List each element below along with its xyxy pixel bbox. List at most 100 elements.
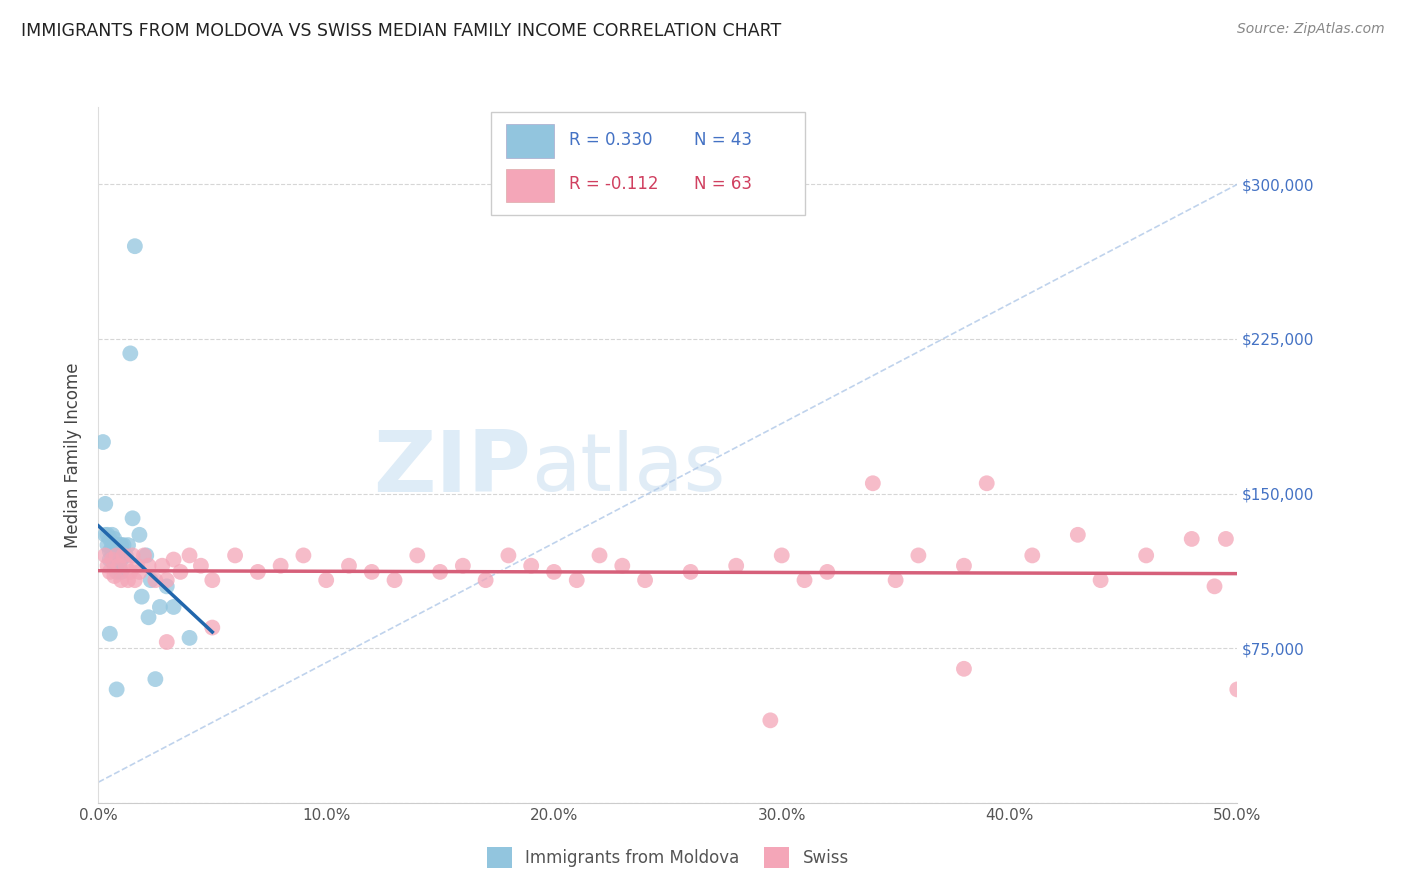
- Text: R = -0.112: R = -0.112: [569, 175, 658, 194]
- Point: [246, 565, 269, 579]
- Point: [105, 549, 128, 563]
- Point: [1215, 532, 1237, 546]
- Point: [976, 476, 998, 491]
- Point: [179, 631, 201, 645]
- Point: [770, 549, 793, 563]
- Point: [112, 549, 135, 563]
- Point: [108, 558, 131, 573]
- Point: [105, 565, 128, 579]
- Point: [135, 549, 157, 563]
- Point: [108, 549, 131, 563]
- Point: [98, 552, 121, 566]
- FancyBboxPatch shape: [506, 169, 554, 202]
- Point: [105, 538, 128, 552]
- Point: [117, 538, 139, 552]
- Point: [103, 532, 125, 546]
- Point: [360, 565, 382, 579]
- Point: [103, 558, 125, 573]
- Point: [98, 626, 121, 640]
- Point: [679, 565, 702, 579]
- Point: [128, 565, 150, 579]
- Point: [120, 346, 142, 360]
- Point: [384, 573, 406, 587]
- Point: [124, 239, 146, 253]
- Point: [132, 549, 155, 563]
- Legend: Immigrants from Moldova, Swiss: Immigrants from Moldova, Swiss: [479, 841, 856, 874]
- Point: [953, 662, 976, 676]
- Point: [179, 549, 201, 563]
- Point: [1204, 579, 1226, 593]
- Point: [105, 549, 128, 563]
- Point: [725, 558, 748, 573]
- Point: [101, 544, 124, 558]
- Point: [474, 573, 496, 587]
- Point: [793, 573, 815, 587]
- Text: IMMIGRANTS FROM MOLDOVA VS SWISS MEDIAN FAMILY INCOME CORRELATION CHART: IMMIGRANTS FROM MOLDOVA VS SWISS MEDIAN …: [21, 22, 782, 40]
- Point: [131, 590, 153, 604]
- Point: [862, 476, 884, 491]
- Point: [451, 558, 474, 573]
- Point: [145, 672, 167, 686]
- Text: N = 43: N = 43: [695, 131, 752, 149]
- Text: atlas: atlas: [531, 430, 725, 508]
- Point: [110, 573, 132, 587]
- Point: [103, 549, 125, 563]
- Point: [634, 573, 657, 587]
- Point: [101, 538, 124, 552]
- Point: [96, 558, 118, 573]
- Point: [105, 682, 128, 697]
- Point: [112, 549, 135, 563]
- Point: [110, 552, 132, 566]
- Point: [120, 565, 142, 579]
- Point: [156, 635, 179, 649]
- Point: [117, 573, 139, 587]
- Point: [953, 558, 976, 573]
- Point: [565, 573, 588, 587]
- Point: [127, 558, 149, 573]
- Point: [101, 552, 124, 566]
- Point: [406, 549, 429, 563]
- Point: [162, 599, 184, 614]
- Point: [105, 552, 128, 566]
- Point: [169, 565, 191, 579]
- Point: [292, 549, 315, 563]
- Point: [884, 573, 907, 587]
- Point: [190, 558, 212, 573]
- Point: [315, 573, 337, 587]
- Point: [543, 565, 565, 579]
- Point: [1181, 532, 1204, 546]
- Point: [149, 599, 172, 614]
- Point: [270, 558, 292, 573]
- Point: [112, 538, 135, 552]
- Point: [94, 528, 117, 542]
- Point: [98, 532, 121, 546]
- FancyBboxPatch shape: [506, 124, 554, 158]
- Point: [101, 528, 124, 542]
- Text: R = 0.330: R = 0.330: [569, 131, 652, 149]
- Point: [759, 714, 782, 728]
- Point: [91, 435, 114, 450]
- Point: [121, 549, 143, 563]
- Point: [520, 558, 543, 573]
- Point: [201, 621, 224, 635]
- Text: Source: ZipAtlas.com: Source: ZipAtlas.com: [1237, 22, 1385, 37]
- Point: [1135, 549, 1157, 563]
- Point: [110, 565, 132, 579]
- Point: [156, 579, 179, 593]
- Point: [1226, 682, 1249, 697]
- Point: [103, 569, 125, 583]
- Point: [114, 558, 136, 573]
- Point: [96, 538, 118, 552]
- Point: [110, 538, 132, 552]
- Point: [138, 558, 160, 573]
- FancyBboxPatch shape: [491, 112, 804, 215]
- Point: [98, 565, 121, 579]
- Point: [124, 573, 146, 587]
- Point: [224, 549, 246, 563]
- Point: [429, 565, 451, 579]
- Text: N = 63: N = 63: [695, 175, 752, 194]
- Point: [138, 610, 160, 624]
- Point: [1067, 528, 1090, 542]
- Point: [498, 549, 520, 563]
- Point: [1090, 573, 1112, 587]
